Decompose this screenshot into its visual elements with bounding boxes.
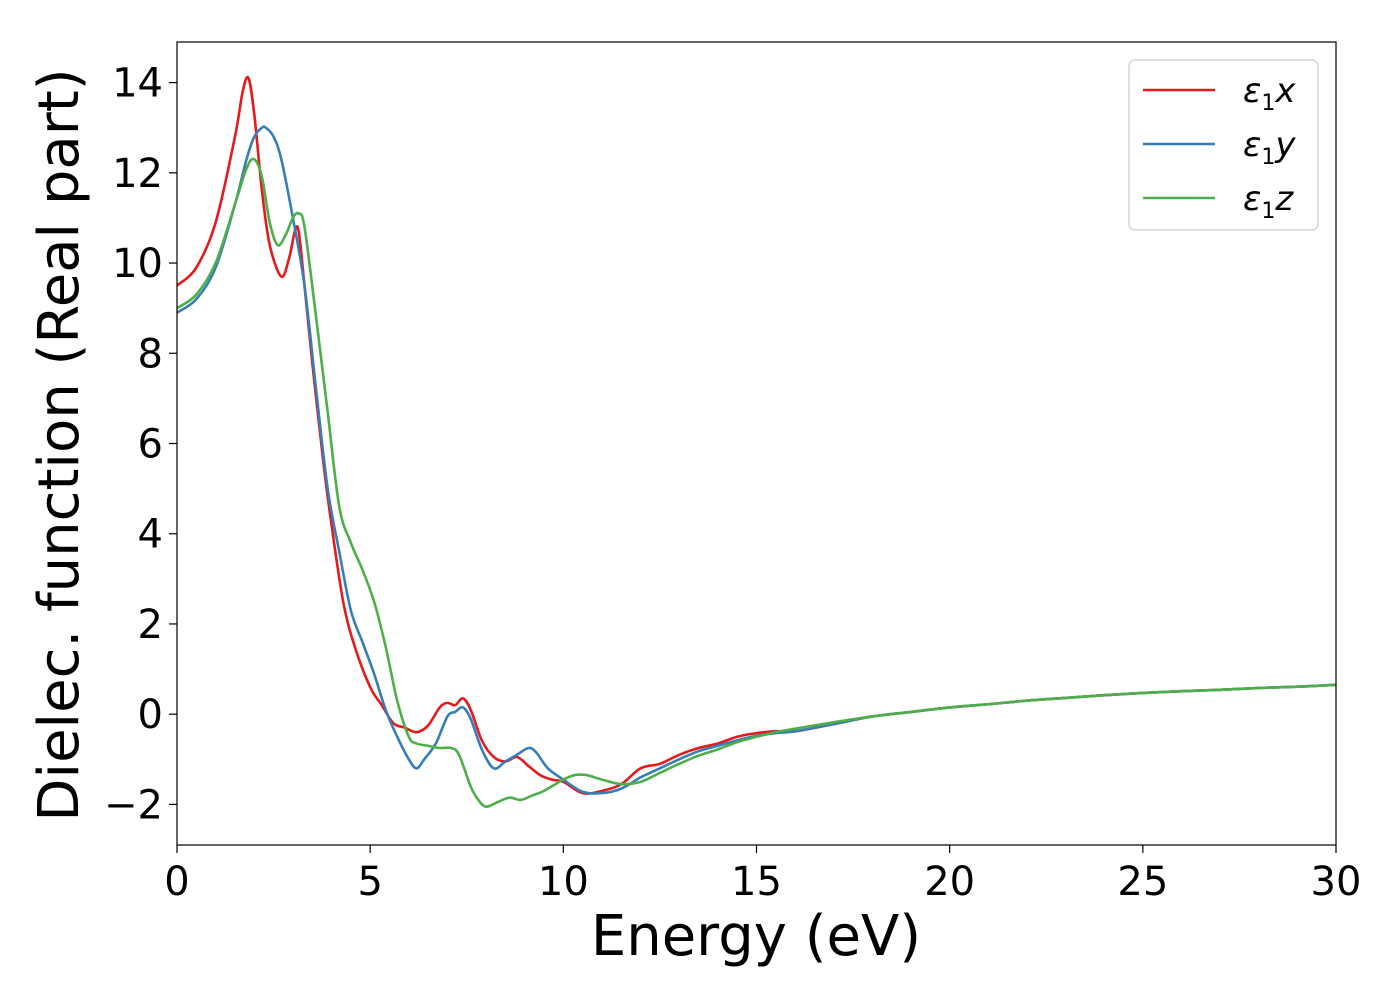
x-tick-label: 0	[164, 859, 189, 905]
y-tick-label: 14	[112, 61, 163, 107]
series-line-z	[177, 157, 1336, 808]
legend-label-z: ε1z	[1243, 179, 1294, 224]
x-tick-label: 30	[1311, 859, 1362, 905]
y-tick-label: −2	[104, 782, 163, 828]
y-axis-label: Dielec. function (Real part)	[27, 68, 92, 821]
x-tick-label: 5	[357, 859, 382, 905]
x-tick-label: 15	[731, 859, 782, 905]
y-tick-label: 6	[138, 422, 163, 468]
y-tick-label: 8	[138, 331, 163, 377]
x-axis-ticks: 0 5 10 15 20 25 30	[164, 845, 1361, 905]
y-axis-ticks: −2 0 2 4 6 8 10 12 14	[104, 61, 177, 828]
y-tick-label: 10	[112, 241, 163, 287]
legend: ε1x ε1y ε1z	[1128, 59, 1319, 231]
legend-label-y: ε1y	[1243, 125, 1296, 170]
x-axis-label: Energy (eV)	[591, 904, 921, 969]
series-layer	[177, 75, 1336, 808]
x-tick-label: 10	[538, 859, 589, 905]
y-tick-label: 12	[112, 151, 163, 197]
x-tick-label: 25	[1117, 859, 1168, 905]
y-tick-label: 4	[138, 512, 163, 558]
x-tick-label: 20	[924, 859, 975, 905]
legend-label-x: ε1x	[1243, 71, 1296, 116]
y-tick-label: 0	[138, 692, 163, 738]
legend-box	[1128, 59, 1319, 231]
y-tick-label: 2	[138, 602, 163, 648]
